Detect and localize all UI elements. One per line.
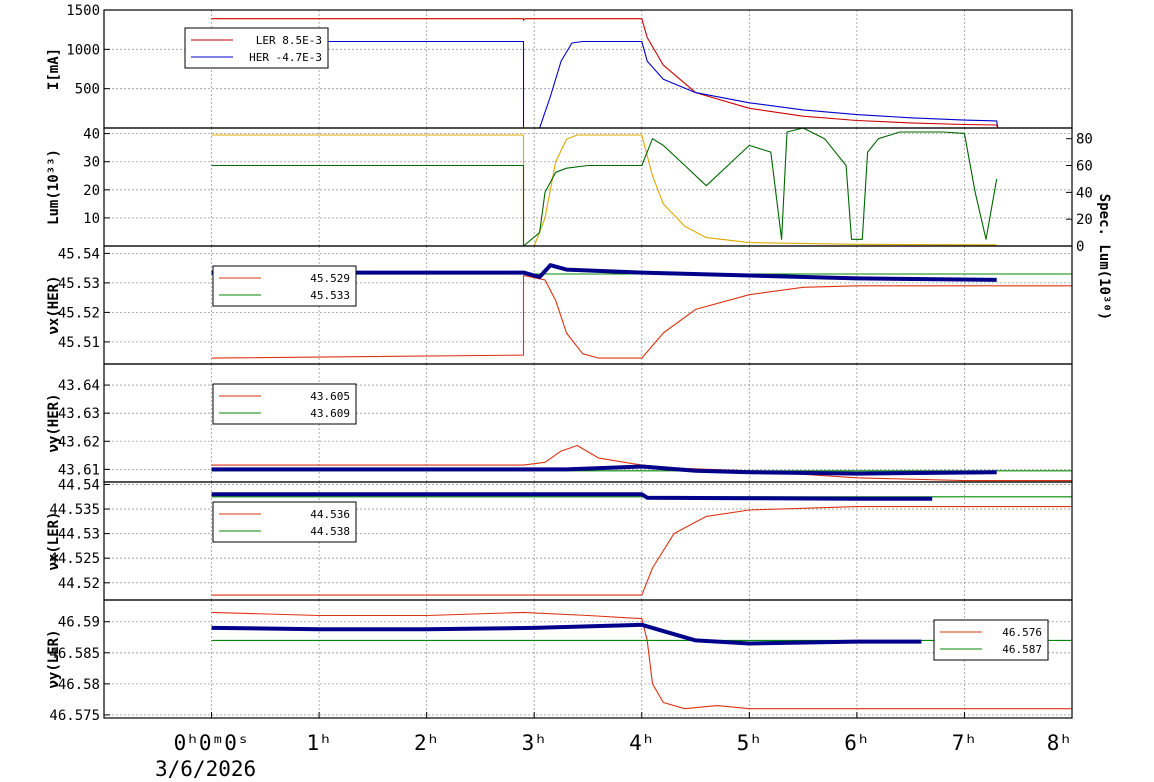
- y-axis-label-3: νy(HER): [46, 393, 62, 452]
- legend-box: [212, 265, 357, 307]
- y-tick-label: 44.53: [58, 527, 100, 543]
- y-tick-label: 30: [83, 155, 100, 171]
- y-tick-label: 20: [83, 183, 100, 199]
- y-tick-label: 43.63: [58, 406, 100, 422]
- y-tick-label: 46.59: [58, 615, 100, 631]
- legend-entry: 43.609: [310, 407, 350, 420]
- y-right-tick-label: 20: [1076, 212, 1093, 228]
- y-tick-label: 1500: [66, 3, 100, 19]
- y-tick-label: 46.575: [49, 708, 100, 724]
- legend-box: [933, 619, 1049, 661]
- x-tick-label: 5ʰ: [737, 731, 762, 755]
- y-axis-label-4: νx(LER): [46, 511, 62, 570]
- y-tick-label: 44.525: [49, 551, 100, 567]
- legend-entry: 46.587: [1002, 643, 1042, 656]
- y-axis-label-5: νy(LER): [46, 629, 62, 688]
- y-tick-label: 43.61: [58, 462, 100, 478]
- legend-entry: LER 8.5E-3: [256, 34, 322, 47]
- x-tick-label: 8ʰ: [1047, 731, 1072, 755]
- label-layer: 500 1000 1500 I[mA] 10 20 30 40 0 20 40 60 80 Spec. L…: [46, 3, 1112, 755]
- y-tick-label: 46.58: [58, 677, 100, 693]
- series-line-4-0: [211, 506, 1072, 596]
- legend-entry: 44.536: [310, 508, 350, 521]
- series-line-1-1: [211, 127, 998, 247]
- series-line-2-0: [211, 274, 1072, 359]
- y-right-tick-label: 60: [1076, 159, 1093, 175]
- series-line-2-2: [211, 263, 997, 282]
- x-tick-label: 6ʰ: [844, 731, 869, 755]
- y-axis-label-1: Lum(10³³): [46, 149, 62, 225]
- series-line-3-0: [211, 444, 1072, 482]
- y-tick-label: 46.585: [49, 646, 100, 662]
- y-tick-label: 1000: [66, 42, 100, 58]
- legend-entry: 45.529: [310, 272, 350, 285]
- legend-layer: LER 8.5E-3 HER -4.7E-3 45.529 45.533 43.605 4…: [184, 27, 1049, 661]
- x-tick-label: 4ʰ: [629, 731, 654, 755]
- series-line-0-1: [211, 40, 1072, 129]
- y-tick-label: 45.54: [58, 246, 100, 262]
- series-line-5-2: [211, 622, 922, 646]
- y-axis-label-2: νx(HER): [46, 275, 62, 334]
- y-tick-label: 45.52: [58, 305, 100, 321]
- y-right-tick-label: 80: [1076, 132, 1093, 148]
- y-axis-label-0: I[mA]: [46, 48, 62, 90]
- x-tick-label: 2ʰ: [414, 731, 439, 755]
- panel-frame-5: [103, 599, 1073, 719]
- legend-entry: 45.533: [310, 289, 350, 302]
- legend-box: [184, 27, 329, 69]
- x-tick-label: 0ʰ0ᵐ0ˢ: [174, 731, 250, 755]
- x-tick-label: 7ʰ: [952, 731, 977, 755]
- series-line-0-0: [211, 18, 1072, 129]
- y-tick-label: 500: [75, 82, 100, 98]
- series-line-1-0: [211, 134, 997, 247]
- legend-entry: 46.576: [1002, 626, 1042, 639]
- x-tick-label: 1ʰ: [306, 731, 331, 755]
- y-tick-label: 44.52: [58, 576, 100, 592]
- y-tick-label: 40: [83, 127, 100, 143]
- date-label: 3/6/2026: [155, 757, 256, 781]
- legend-entry: HER -4.7E-3: [249, 51, 322, 64]
- panel-frame-1: [103, 127, 1073, 247]
- legend-entry: 44.538: [310, 525, 350, 538]
- series-line-3-2: [211, 464, 997, 476]
- y-tick-label: 43.62: [58, 434, 100, 450]
- y-tick-label: 44.54: [58, 477, 100, 493]
- legend-box: [212, 501, 357, 543]
- y-tick-label: 45.51: [58, 335, 100, 351]
- series-line-5-0: [211, 611, 1072, 710]
- series-line-4-2: [211, 492, 933, 501]
- y-tick-label: 10: [83, 211, 100, 227]
- y-right-axis-label: Spec. Lum(10³⁰): [1096, 194, 1112, 320]
- y-right-tick-label: 40: [1076, 185, 1093, 201]
- y-tick-label: 45.53: [58, 276, 100, 292]
- legend-entry: 43.605: [310, 390, 350, 403]
- y-right-tick-label: 0: [1076, 239, 1084, 255]
- y-tick-label: 44.535: [49, 502, 100, 518]
- y-tick-label: 43.64: [58, 378, 100, 394]
- x-tick-label: 3ʰ: [522, 731, 547, 755]
- frame-layer: [103, 9, 1073, 719]
- legend-box: [212, 383, 357, 425]
